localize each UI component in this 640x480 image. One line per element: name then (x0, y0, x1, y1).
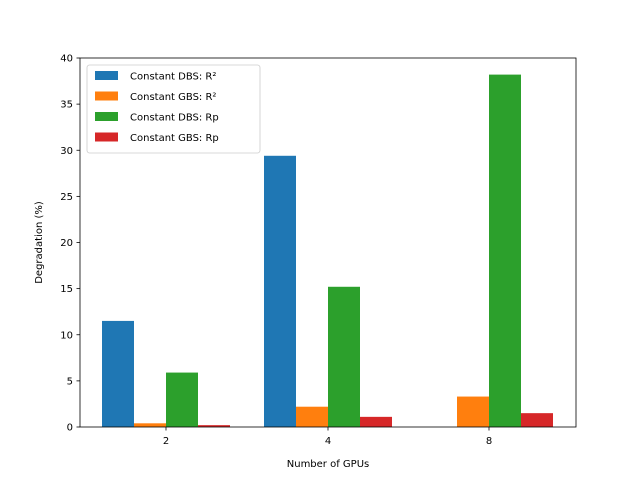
x-tick-label: 8 (486, 436, 492, 447)
y-tick-label: 0 (67, 423, 73, 434)
bar-constant-gbs-r--8 (457, 396, 489, 427)
legend-label: Constant GBS: Rp (130, 133, 219, 144)
y-tick-label: 10 (60, 330, 73, 341)
legend-label: Constant GBS: R² (130, 92, 216, 103)
bar-constant-gbs-rp-8 (521, 413, 553, 427)
y-tick-label: 5 (67, 376, 73, 387)
bar-constant-gbs-r--4 (296, 406, 328, 427)
legend-box (86, 64, 261, 154)
x-axis: 2 4 8 (163, 427, 492, 447)
x-tick-label: 4 (325, 436, 331, 447)
y-tick-label: 15 (60, 284, 73, 295)
legend-swatch (95, 112, 118, 121)
y-axis: 0 5 10 15 20 25 30 35 40 (60, 54, 80, 434)
legend-label: Constant DBS: R² (130, 72, 216, 83)
legend-swatch (95, 91, 118, 101)
bar-constant-dbs-r--2 (102, 320, 134, 427)
bar-constant-gbs-rp-4 (360, 416, 392, 427)
bars-group (102, 74, 553, 427)
y-axis-label: Degradation (%) (34, 201, 45, 284)
y-tick-label: 30 (60, 146, 73, 157)
bar-constant-dbs-rp-2 (166, 372, 198, 427)
legend: Constant DBS: R² Constant GBS: R² Constant… (86, 64, 261, 154)
bar-constant-gbs-r--2 (134, 423, 166, 427)
bar-constant-dbs-r--4 (264, 155, 296, 427)
bar-constant-dbs-rp-4 (328, 286, 360, 427)
y-tick-label: 20 (60, 238, 73, 249)
x-tick-label: 2 (163, 436, 169, 447)
bar-constant-gbs-rp-2 (198, 425, 230, 427)
legend-swatch (95, 71, 118, 80)
bar-constant-dbs-rp-8 (489, 74, 521, 427)
legend-swatch (95, 132, 118, 142)
y-tick-label: 25 (60, 192, 73, 203)
legend-label: Constant DBS: Rp (130, 113, 219, 124)
y-tick-label: 35 (60, 100, 73, 111)
x-axis-label: Number of GPUs (287, 459, 369, 470)
y-tick-label: 40 (60, 54, 73, 65)
